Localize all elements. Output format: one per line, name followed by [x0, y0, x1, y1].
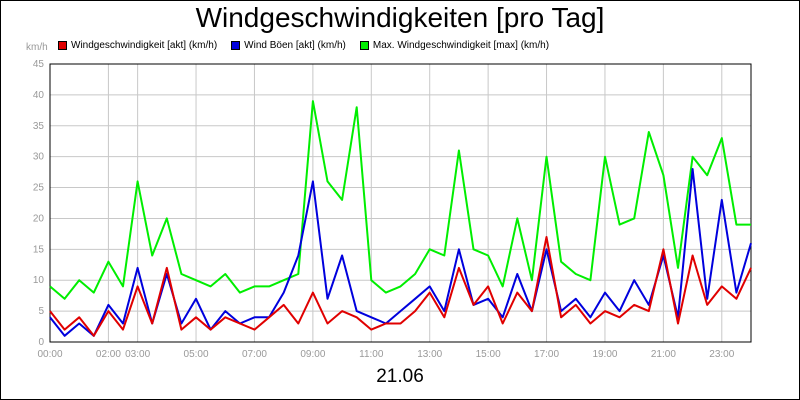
y-tick-label: 10 [33, 275, 45, 286]
x-tick-label: 09:00 [300, 349, 325, 360]
x-tick-label: 17:00 [534, 349, 559, 360]
legend-item-max: Max. Windgeschwindigkeit [max] (km/h) [359, 38, 550, 52]
series-line-boeen [49, 168, 752, 337]
x-tick-label: 00:00 [37, 349, 62, 360]
y-tick-label: 25 [33, 183, 45, 194]
x-tick-label: 19:00 [592, 349, 617, 360]
x-tick-label: 13:00 [417, 349, 442, 360]
legend-item-akt: Windgeschwindigkeit [akt] (km/h) [58, 38, 217, 52]
x-tick-label: 05:00 [184, 349, 209, 360]
y-tick-label: 5 [38, 306, 44, 317]
plot-border [49, 63, 752, 343]
date-label: 21.06 [376, 366, 424, 387]
y-tick-label: 35 [33, 121, 45, 132]
y-tick-label: 0 [38, 337, 44, 348]
y-tick-label: 45 [33, 59, 45, 70]
plot-area [50, 64, 751, 342]
y-tick-label: 40 [33, 90, 45, 101]
chart-legend: Windgeschwindigkeit [akt] (km/h) Wind Bö… [58, 38, 549, 52]
legend-swatch-red [58, 40, 67, 50]
x-tick-label: 11:00 [359, 349, 384, 360]
legend-swatch-green [359, 40, 369, 50]
y-tick-label: 30 [33, 152, 45, 163]
x-tick-label: 21:00 [651, 349, 676, 360]
series-line-akt [49, 236, 752, 337]
series-line-max [49, 100, 751, 300]
x-tick-label: 03:00 [125, 349, 150, 360]
y-tick-label: 15 [33, 244, 45, 255]
x-tick-label: 02:00 [96, 349, 121, 360]
y-tick-label: 20 [33, 213, 45, 224]
legend-label-max: Max. Windgeschwindigkeit [max] (km/h) [372, 39, 550, 51]
x-tick-label: 23:00 [709, 349, 734, 360]
y-axis-unit-label: km/h [26, 42, 48, 53]
x-tick-label: 15:00 [476, 349, 501, 360]
legend-swatch-blue [231, 40, 241, 50]
legend-label-boeen: Wind Böen [akt] (km/h) [244, 39, 346, 51]
legend-item-boeen: Wind Böen [akt] (km/h) [231, 38, 346, 52]
x-tick-label: 07:00 [242, 349, 267, 360]
chart-title: Windgeschwindigkeiten [pro Tag] [195, 2, 605, 33]
legend-label-akt: Windgeschwindigkeit [akt] (km/h) [71, 39, 218, 51]
